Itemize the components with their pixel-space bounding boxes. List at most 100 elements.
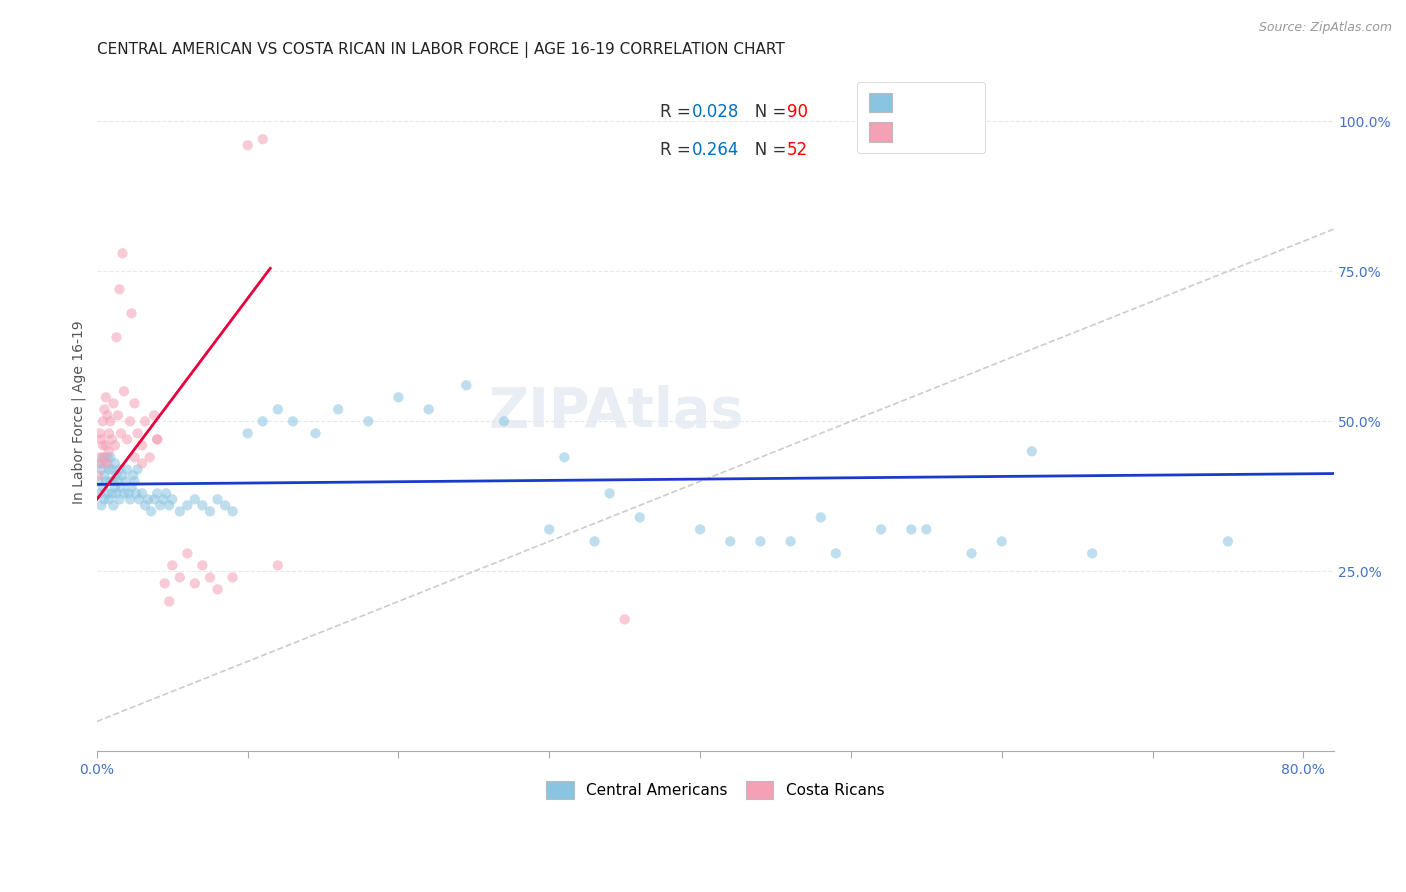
- Point: [118, 414, 141, 428]
- Point: [107, 409, 129, 423]
- Point: [110, 480, 132, 494]
- Point: [91, 480, 114, 494]
- Point: [91, 438, 114, 452]
- Point: [162, 492, 184, 507]
- Point: [599, 486, 621, 500]
- Point: [236, 426, 259, 441]
- Point: [101, 433, 124, 447]
- Point: [128, 492, 150, 507]
- Point: [749, 534, 772, 549]
- Point: [96, 456, 118, 470]
- Point: [267, 558, 290, 573]
- Point: [214, 499, 236, 513]
- Point: [221, 504, 243, 518]
- Point: [94, 390, 117, 404]
- Text: Source: ZipAtlas.com: Source: ZipAtlas.com: [1258, 21, 1392, 34]
- Point: [101, 486, 124, 500]
- Point: [583, 534, 606, 549]
- Text: R =: R =: [659, 141, 696, 159]
- Point: [91, 414, 114, 428]
- Point: [960, 546, 983, 560]
- Point: [1081, 546, 1104, 560]
- Point: [89, 426, 111, 441]
- Point: [94, 475, 117, 489]
- Point: [456, 378, 478, 392]
- Point: [184, 492, 207, 507]
- Text: 0.028: 0.028: [692, 103, 740, 121]
- Point: [628, 510, 651, 524]
- Point: [121, 480, 143, 494]
- Point: [131, 486, 153, 500]
- Point: [91, 450, 114, 465]
- Point: [149, 499, 172, 513]
- Point: [124, 450, 146, 465]
- Point: [131, 438, 153, 452]
- Point: [89, 450, 111, 465]
- Point: [143, 492, 166, 507]
- Point: [103, 499, 125, 513]
- Point: [176, 499, 198, 513]
- Point: [146, 433, 169, 447]
- Point: [191, 558, 214, 573]
- Point: [810, 510, 832, 524]
- Point: [100, 450, 122, 465]
- Point: [105, 330, 128, 344]
- Point: [111, 246, 134, 260]
- Point: [107, 475, 129, 489]
- Point: [418, 402, 440, 417]
- Point: [110, 426, 132, 441]
- Point: [114, 475, 136, 489]
- Point: [108, 282, 131, 296]
- Point: [105, 486, 128, 500]
- Point: [184, 576, 207, 591]
- Point: [117, 486, 139, 500]
- Point: [93, 492, 115, 507]
- Point: [492, 414, 515, 428]
- Point: [387, 390, 409, 404]
- Point: [304, 426, 326, 441]
- Point: [915, 522, 938, 536]
- Point: [108, 492, 131, 507]
- Point: [689, 522, 711, 536]
- Y-axis label: In Labor Force | Age 16-19: In Labor Force | Age 16-19: [72, 320, 86, 504]
- Point: [104, 456, 127, 470]
- Point: [157, 594, 180, 608]
- Point: [900, 522, 922, 536]
- Point: [207, 492, 229, 507]
- Point: [97, 492, 120, 507]
- Text: 90: 90: [787, 103, 808, 121]
- Text: R =: R =: [659, 103, 696, 121]
- Point: [139, 504, 162, 518]
- Point: [104, 480, 127, 494]
- Point: [138, 450, 160, 465]
- Text: 52: 52: [787, 141, 808, 159]
- Point: [96, 409, 118, 423]
- Point: [870, 522, 893, 536]
- Point: [93, 450, 115, 465]
- Point: [90, 499, 112, 513]
- Point: [94, 438, 117, 452]
- Point: [162, 558, 184, 573]
- Point: [357, 414, 380, 428]
- Point: [97, 462, 120, 476]
- Point: [104, 438, 127, 452]
- Point: [118, 492, 141, 507]
- Point: [87, 475, 110, 489]
- Point: [100, 475, 122, 489]
- Point: [131, 456, 153, 470]
- Point: [124, 396, 146, 410]
- Point: [90, 456, 112, 470]
- Point: [779, 534, 801, 549]
- Point: [1021, 444, 1043, 458]
- Point: [89, 486, 111, 500]
- Point: [169, 570, 191, 584]
- Point: [115, 462, 138, 476]
- Point: [1216, 534, 1239, 549]
- Point: [101, 462, 124, 476]
- Point: [146, 486, 169, 500]
- Point: [125, 486, 148, 500]
- Point: [87, 468, 110, 483]
- Point: [146, 433, 169, 447]
- Point: [127, 426, 149, 441]
- Point: [990, 534, 1012, 549]
